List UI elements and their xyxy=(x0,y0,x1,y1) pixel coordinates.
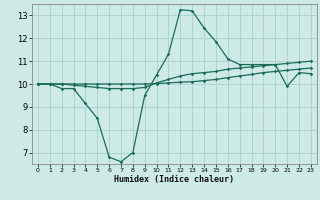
X-axis label: Humidex (Indice chaleur): Humidex (Indice chaleur) xyxy=(115,175,234,184)
